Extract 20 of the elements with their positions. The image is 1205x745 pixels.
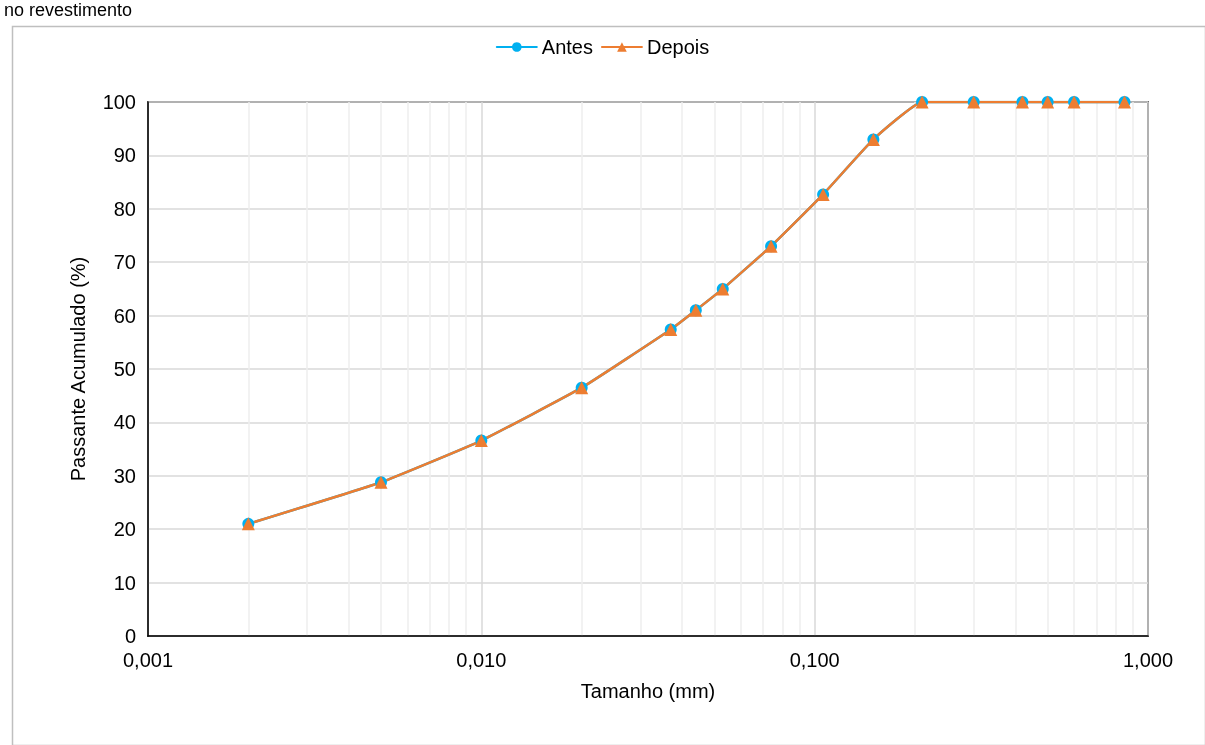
x-tick-label: 0,010 (456, 649, 507, 671)
y-axis-title: Passante Acumulado (%) (67, 256, 89, 482)
y-tick-label: 70 (113, 251, 136, 274)
legend-label: Depois (646, 36, 710, 58)
y-tick-label: 50 (113, 358, 136, 380)
y-tick-label: 80 (113, 197, 136, 220)
x-axis-title: Tamanho (mm) (580, 680, 716, 702)
x-tick-label: 0,100 (789, 649, 840, 671)
y-tick-label: 20 (113, 518, 136, 541)
x-tick-label: 1,000 (1122, 649, 1174, 671)
y-tick-label: 60 (113, 304, 136, 327)
legend-label: Antes (541, 36, 593, 58)
y-tick-label: 10 (113, 571, 136, 594)
y-tick-label: 0 (124, 625, 136, 647)
y-tick-label: 90 (113, 144, 136, 167)
x-tick-label: 0,001 (122, 649, 174, 671)
y-tick-label: 30 (113, 464, 136, 487)
text: no revestimento (4, 0, 133, 20)
y-tick-label: 40 (113, 411, 136, 434)
y-tick-label: 100 (102, 91, 136, 113)
